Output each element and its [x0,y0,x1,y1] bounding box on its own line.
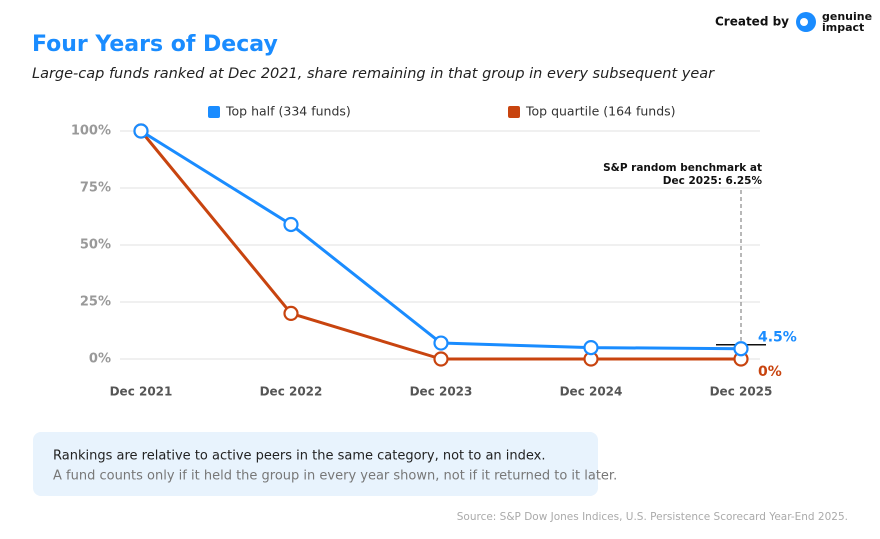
created-by: Created by [715,15,789,29]
point [283,305,299,321]
x-tick-label: Dec 2025 [710,385,773,399]
point [733,341,749,357]
value-label: 0% [758,364,782,380]
y-tick-label: 75% [80,181,111,196]
y-tick-label: 25% [80,295,111,310]
brand-line: impact [822,21,864,34]
y-tick-label: 50% [80,238,111,253]
point [133,123,149,139]
logo-icon-hole [800,18,808,26]
note-box [33,432,598,496]
point [283,216,299,233]
y-tick-label: 100% [71,124,111,139]
source: Source: S&P Dow Jones Indices, U.S. Pers… [457,511,848,523]
x-tick-label: Dec 2022 [260,385,323,399]
x-tick-label: Dec 2021 [110,385,173,399]
chart-subtitle: Large-cap funds ranked at Dec 2021, shar… [32,66,715,82]
note-line: A fund counts only if it held the group … [53,469,617,484]
x-tick-label: Dec 2024 [560,385,623,399]
value-label: 4.5% [758,330,797,346]
benchmark-label: S&P random benchmark at [603,162,762,174]
legend-label: Top quartile (164 funds) [525,104,676,119]
chart-title: Four Years of Decay [32,32,278,57]
point [433,351,449,367]
x-tick-label: Dec 2023 [410,385,473,399]
legend-swatch [208,106,220,118]
note-line: Rankings are relative to active peers in… [53,449,545,464]
legend-swatch [508,106,520,118]
point [433,335,449,351]
point [583,340,599,356]
brand-line: genuine [822,10,872,23]
legend-label: Top half (334 funds) [225,104,351,119]
y-tick-label: 0% [89,352,111,367]
benchmark-label: Dec 2025: 6.25% [663,175,763,187]
